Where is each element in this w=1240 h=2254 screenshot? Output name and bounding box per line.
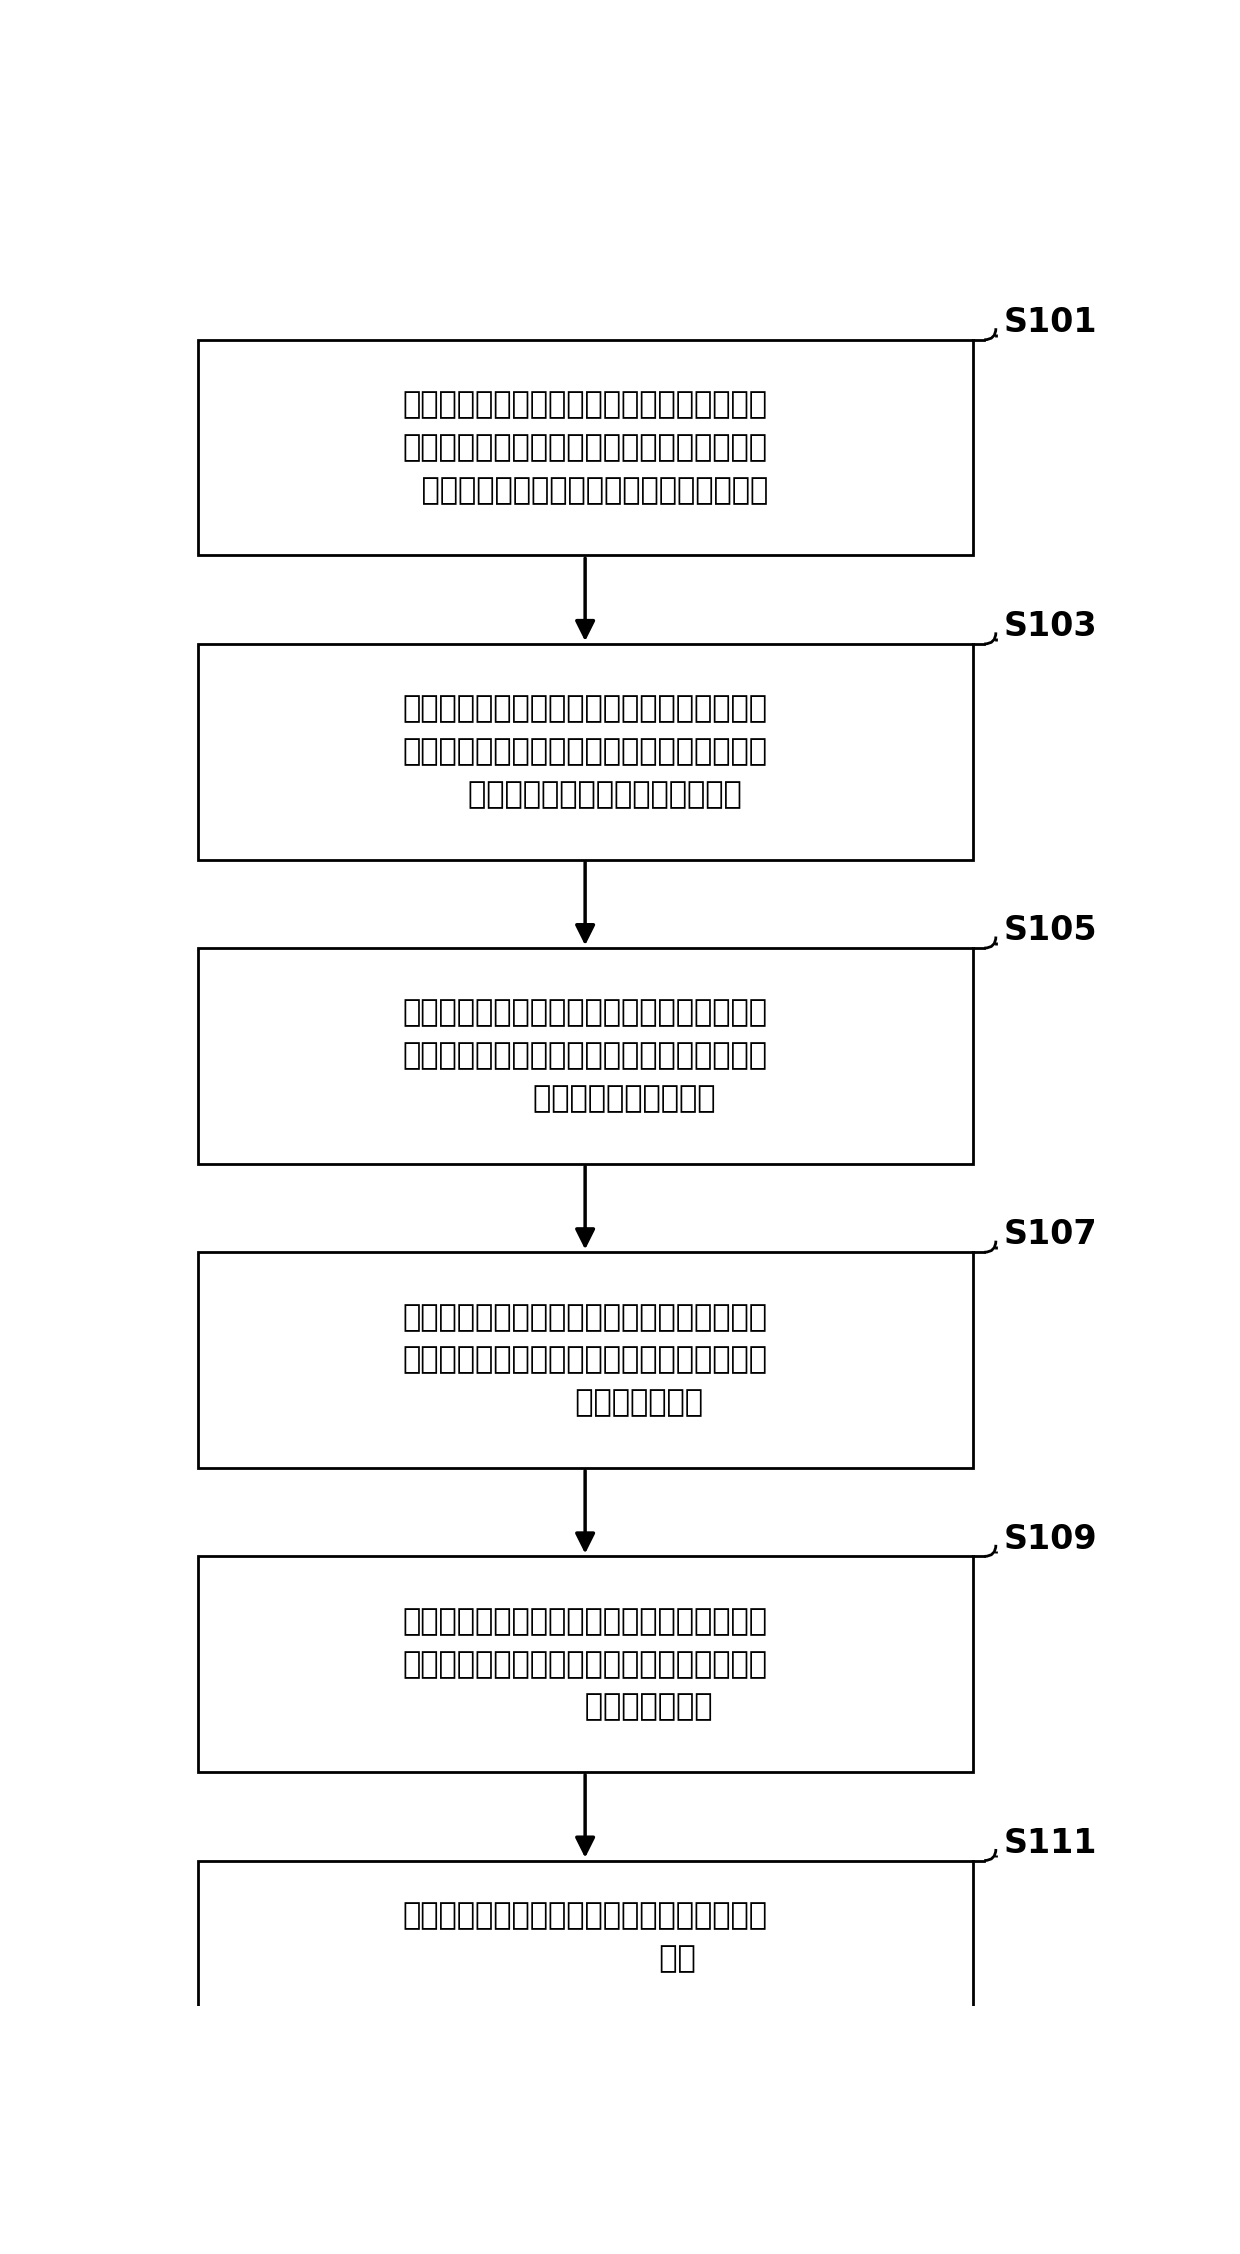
Text: 响应于角色节点已经全部关闭而关闭管理节点
                   自身: 响应于角色节点已经全部关闭而关闭管理节点 自身 [403, 1902, 768, 1975]
Bar [197, 949, 972, 1163]
Text: 响应于计算节点已经全部关闭而使用管理节点
通过硬件监控网络批量关闭多个服务器中的全
           部输入输出节点: 响应于计算节点已经全部关闭而使用管理节点 通过硬件监控网络批量关闭多个服务器中的… [403, 1303, 768, 1418]
Text: 为计算集群的业务网络中的多个服务器分别配
置智能平台管理接口，并基于多个智能平台管
  理接口构建独立于业务网络的硬件监控网络: 为计算集群的业务网络中的多个服务器分别配 置智能平台管理接口，并基于多个智能平台… [402, 390, 769, 505]
Bar [197, 1253, 972, 1467]
Text: S105: S105 [1003, 915, 1097, 947]
Text: 在硬件监控网络中确定一服务器作为管理节点
，并使用管理节点通过硬件监控网络批量停止
    多个服务器的存储服务和集群服务: 在硬件监控网络中确定一服务器作为管理节点 ，并使用管理节点通过硬件监控网络批量停… [403, 694, 768, 809]
Text: S111: S111 [1003, 1826, 1097, 1860]
Bar [197, 1860, 972, 2015]
Text: S107: S107 [1003, 1219, 1097, 1251]
Bar [197, 1555, 972, 1772]
Bar [197, 340, 972, 554]
Text: 响应于存储服务和集群服务已经全部停止而使
用管理节点通过硬件监控网络批量关闭多个服
        务器中的全部计算节点: 响应于存储服务和集群服务已经全部停止而使 用管理节点通过硬件监控网络批量关闭多个… [403, 999, 768, 1113]
Bar [197, 645, 972, 859]
Text: S101: S101 [1003, 307, 1097, 338]
Text: S103: S103 [1003, 611, 1097, 642]
Text: 响应于输入输出节点已经全部关闭而使用管理
节点通过硬件监控网络批量关闭多个服务器中
             的全部角色节点: 响应于输入输出节点已经全部关闭而使用管理 节点通过硬件监控网络批量关闭多个服务器… [403, 1607, 768, 1722]
Text: S109: S109 [1003, 1521, 1097, 1555]
